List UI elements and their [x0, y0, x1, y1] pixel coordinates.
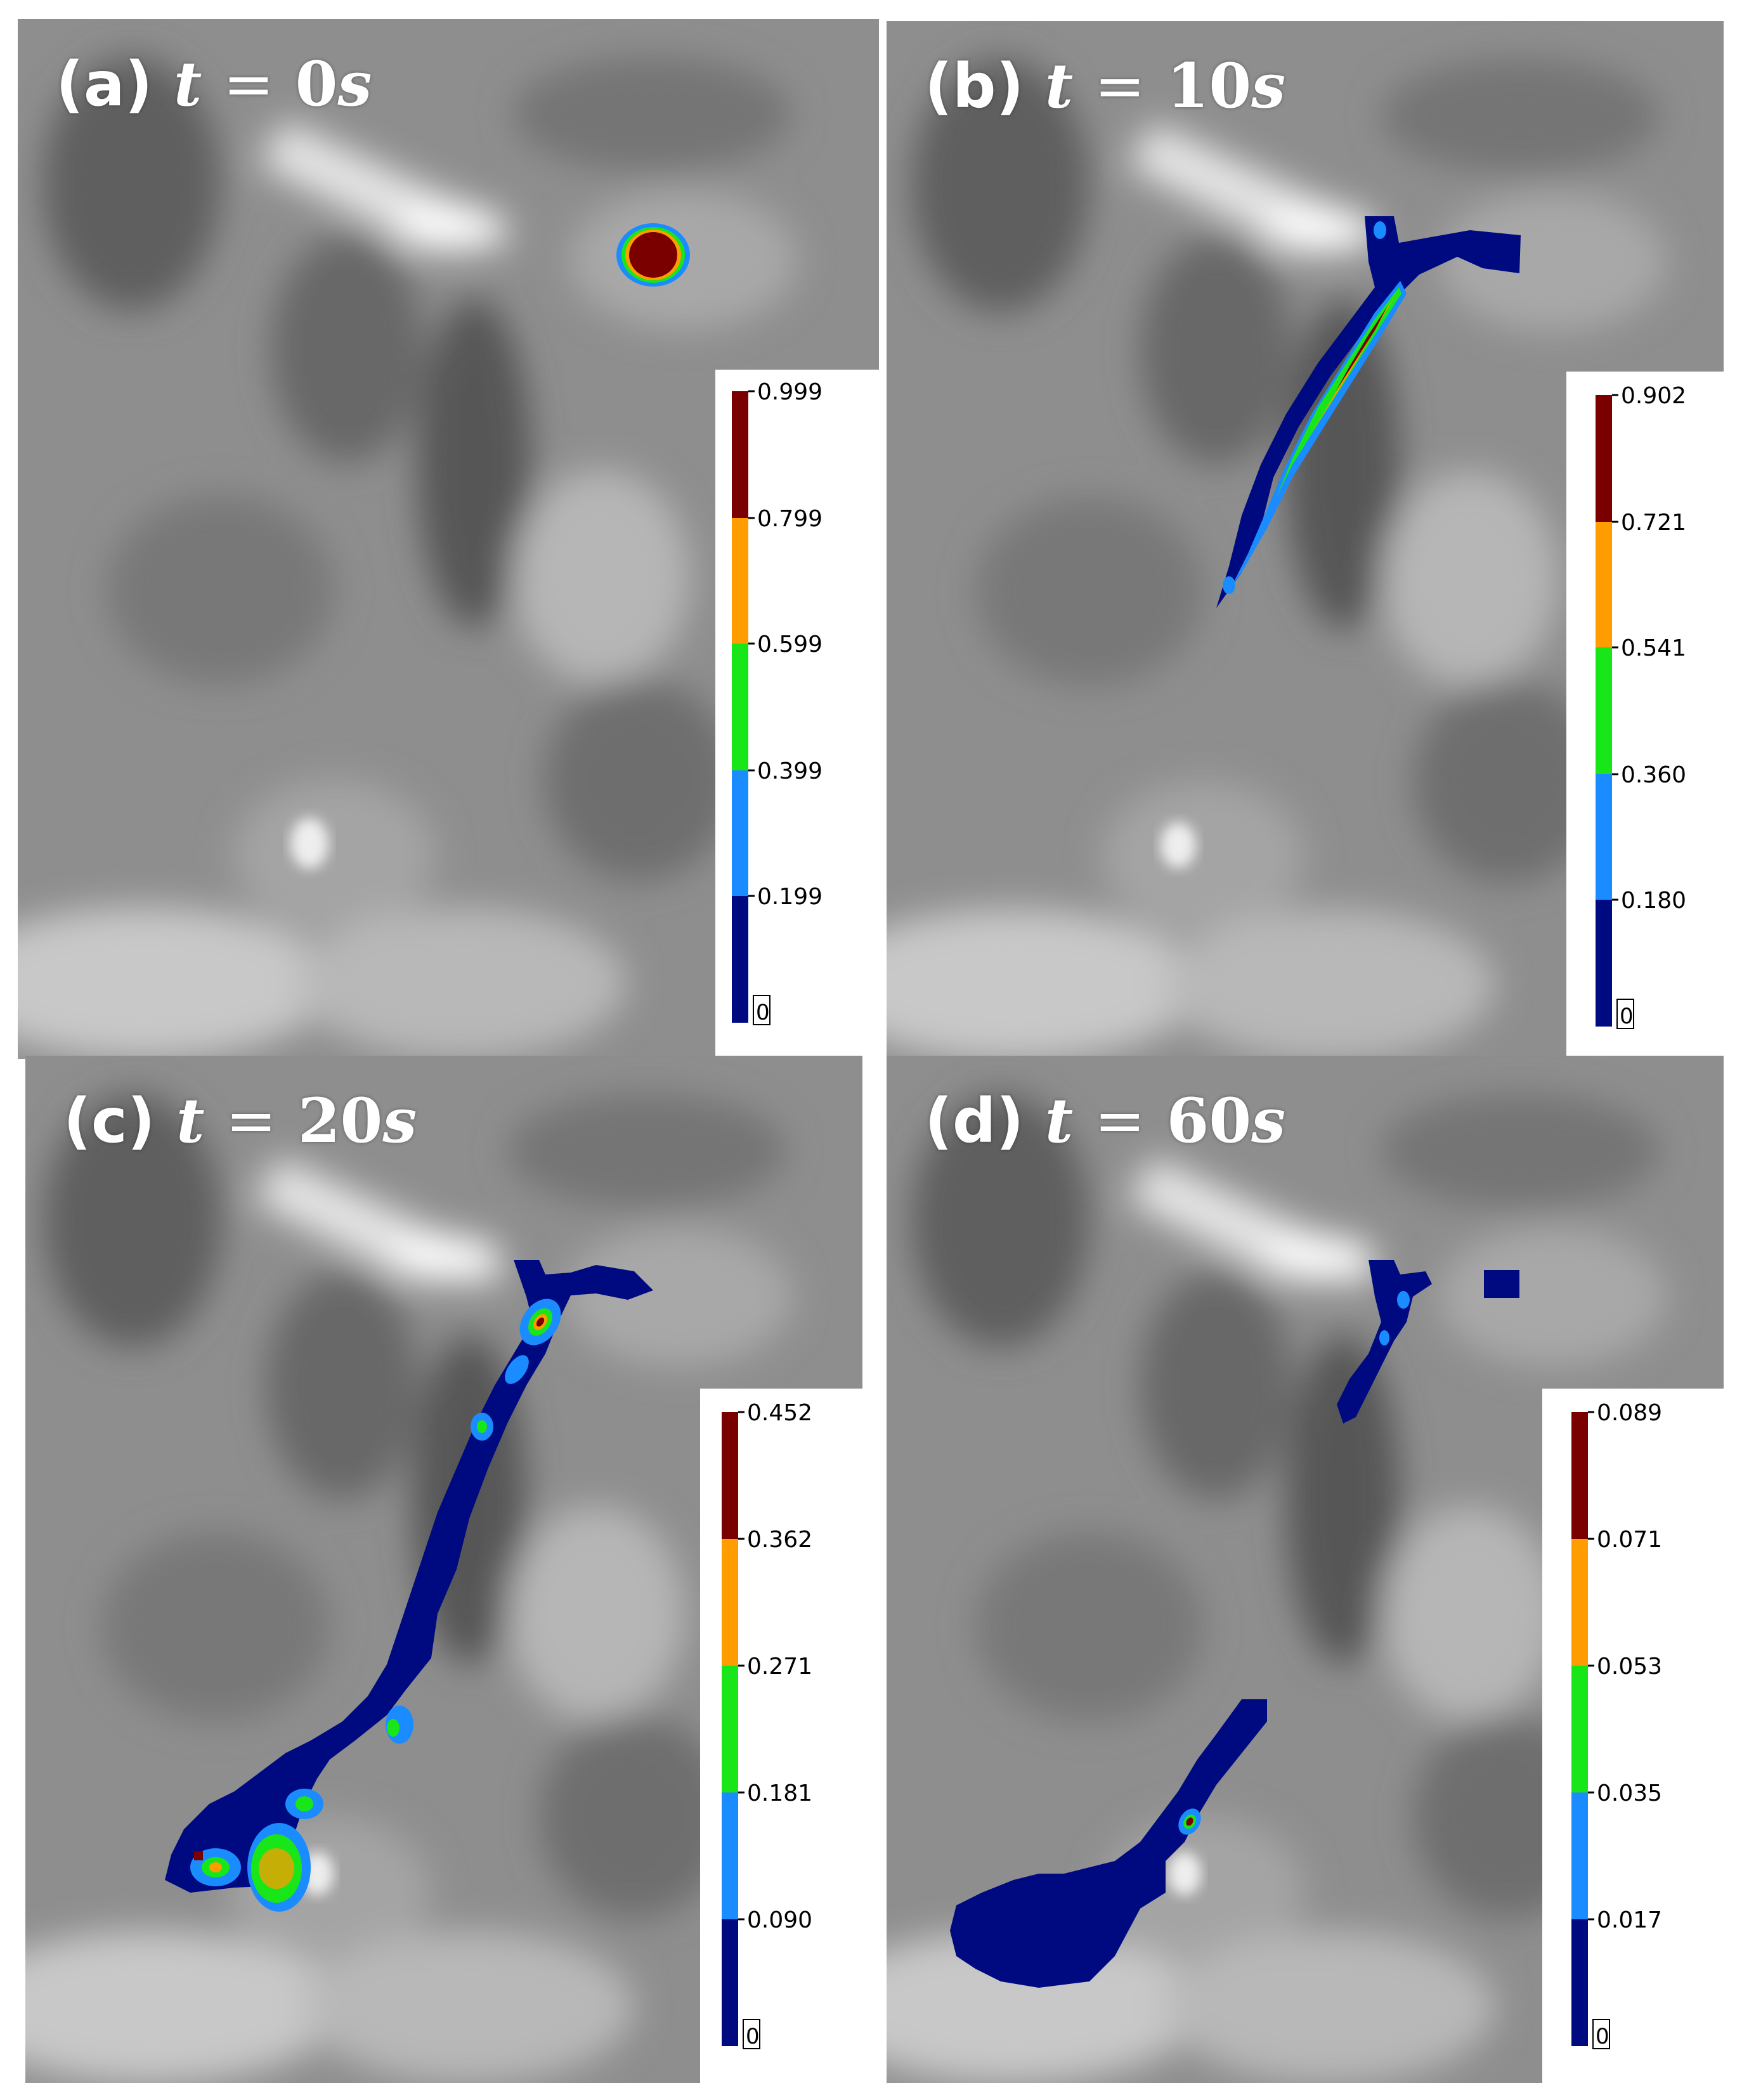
colorbar-d-tick-4: 0.017 [1597, 1907, 1662, 1933]
panel-c: 0.452 0.362 0.271 0.181 0.090 0 (c) t = … [25, 1056, 887, 2096]
colorbar-b-zero: 0 [1620, 1004, 1634, 1029]
panel-c-label: (c) t = 20s [63, 1091, 417, 1152]
plume-d [950, 1260, 1519, 1988]
panel-d-prefix: (d) [925, 1086, 1024, 1157]
colorbar-b-tick-1: 0.721 [1621, 510, 1686, 536]
panel-b-eq: = [1094, 51, 1146, 122]
colorbar-d: 0.089 0.071 0.053 0.035 0.017 0 [1571, 1400, 1662, 2049]
plume-b [1216, 216, 1521, 608]
colorbar-d-tick-3: 0.035 [1597, 1780, 1662, 1806]
terrain-map-d: 0.089 0.071 0.053 0.035 0.017 0 [887, 1056, 1724, 2083]
panel-b-prefix: (b) [925, 51, 1024, 122]
colorbar-b-tick-0: 0.902 [1621, 383, 1686, 409]
colorbar-c-tick-3: 0.181 [747, 1780, 812, 1806]
terrain-map-a: 0.999 0.799 0.599 0.399 0.199 0 [18, 19, 879, 1059]
colorbar-c-tick-1: 0.362 [747, 1527, 812, 1553]
plume-a [616, 223, 690, 287]
panel-c-value: 20 [297, 1085, 383, 1157]
colorbar-c: 0.452 0.362 0.271 0.181 0.090 0 [722, 1400, 812, 2049]
colorbar-d-tick-1: 0.071 [1597, 1527, 1662, 1553]
colorbar-c-tick-4: 0.090 [747, 1907, 812, 1933]
colorbar-b-tick-2: 0.541 [1621, 635, 1686, 661]
panel-b-value: 10 [1166, 50, 1252, 122]
colorbar-c-tick-0: 0.452 [747, 1400, 812, 1426]
terrain-map-b: 0.902 0.721 0.541 0.360 0.180 0 [887, 21, 1724, 1061]
colorbar-b: 0.902 0.721 0.541 0.360 0.180 0 [1596, 383, 1686, 1029]
panel-b-var: t [1044, 50, 1074, 122]
panel-c-var: t [176, 1085, 205, 1157]
colorbar-d-tick-2: 0.053 [1597, 1654, 1662, 1680]
panel-a-label: (a) t = 0s [56, 54, 372, 115]
colorbar-a-zero: 0 [756, 1000, 770, 1025]
panel-c-prefix: (c) [63, 1086, 155, 1157]
panel-a: 0.999 0.799 0.599 0.399 0.199 0 (a) t = … [18, 19, 879, 1059]
panel-d: 0.089 0.071 0.053 0.035 0.017 0 (d) t = … [887, 1056, 1748, 2096]
colorbar-d-zero: 0 [1596, 2024, 1609, 2049]
colorbar-b-tick-3: 0.360 [1621, 762, 1686, 788]
colorbar-c-zero: 0 [746, 2024, 760, 2049]
colorbar-a-tick-0: 0.999 [757, 379, 822, 405]
colorbar-a-tick-2: 0.599 [757, 632, 822, 658]
colorbar-a-tick-4: 0.199 [757, 884, 822, 910]
panel-d-label: (d) t = 60s [925, 1091, 1285, 1152]
colorbar-c-tick-2: 0.271 [747, 1654, 812, 1680]
panel-b: 0.902 0.721 0.541 0.360 0.180 0 (b) t = … [887, 21, 1748, 1061]
panel-b-unit: s [1251, 50, 1286, 122]
colorbar-a: 0.999 0.799 0.599 0.399 0.199 0 [732, 379, 822, 1025]
panel-b-label: (b) t = 10s [925, 56, 1285, 117]
panel-a-unit: s [337, 48, 372, 120]
colorbar-a-tick-3: 0.399 [757, 758, 822, 784]
panel-d-eq: = [1094, 1086, 1146, 1157]
colorbar-a-tick-1: 0.799 [757, 506, 822, 532]
panel-a-value: 0 [295, 48, 338, 120]
panel-c-unit: s [382, 1085, 417, 1157]
terrain-map-c: 0.452 0.362 0.271 0.181 0.090 0 [25, 1056, 862, 2083]
panel-c-eq: = [225, 1086, 277, 1157]
panel-a-var: t [173, 48, 202, 120]
colorbar-d-tick-0: 0.089 [1597, 1400, 1662, 1426]
panel-a-prefix: (a) [56, 49, 153, 120]
panel-d-unit: s [1251, 1085, 1286, 1157]
panel-a-eq: = [223, 49, 275, 120]
colorbar-b-tick-4: 0.180 [1621, 888, 1686, 914]
panel-d-value: 60 [1166, 1085, 1252, 1157]
plume-c [165, 1260, 653, 1912]
panel-d-var: t [1044, 1085, 1074, 1157]
